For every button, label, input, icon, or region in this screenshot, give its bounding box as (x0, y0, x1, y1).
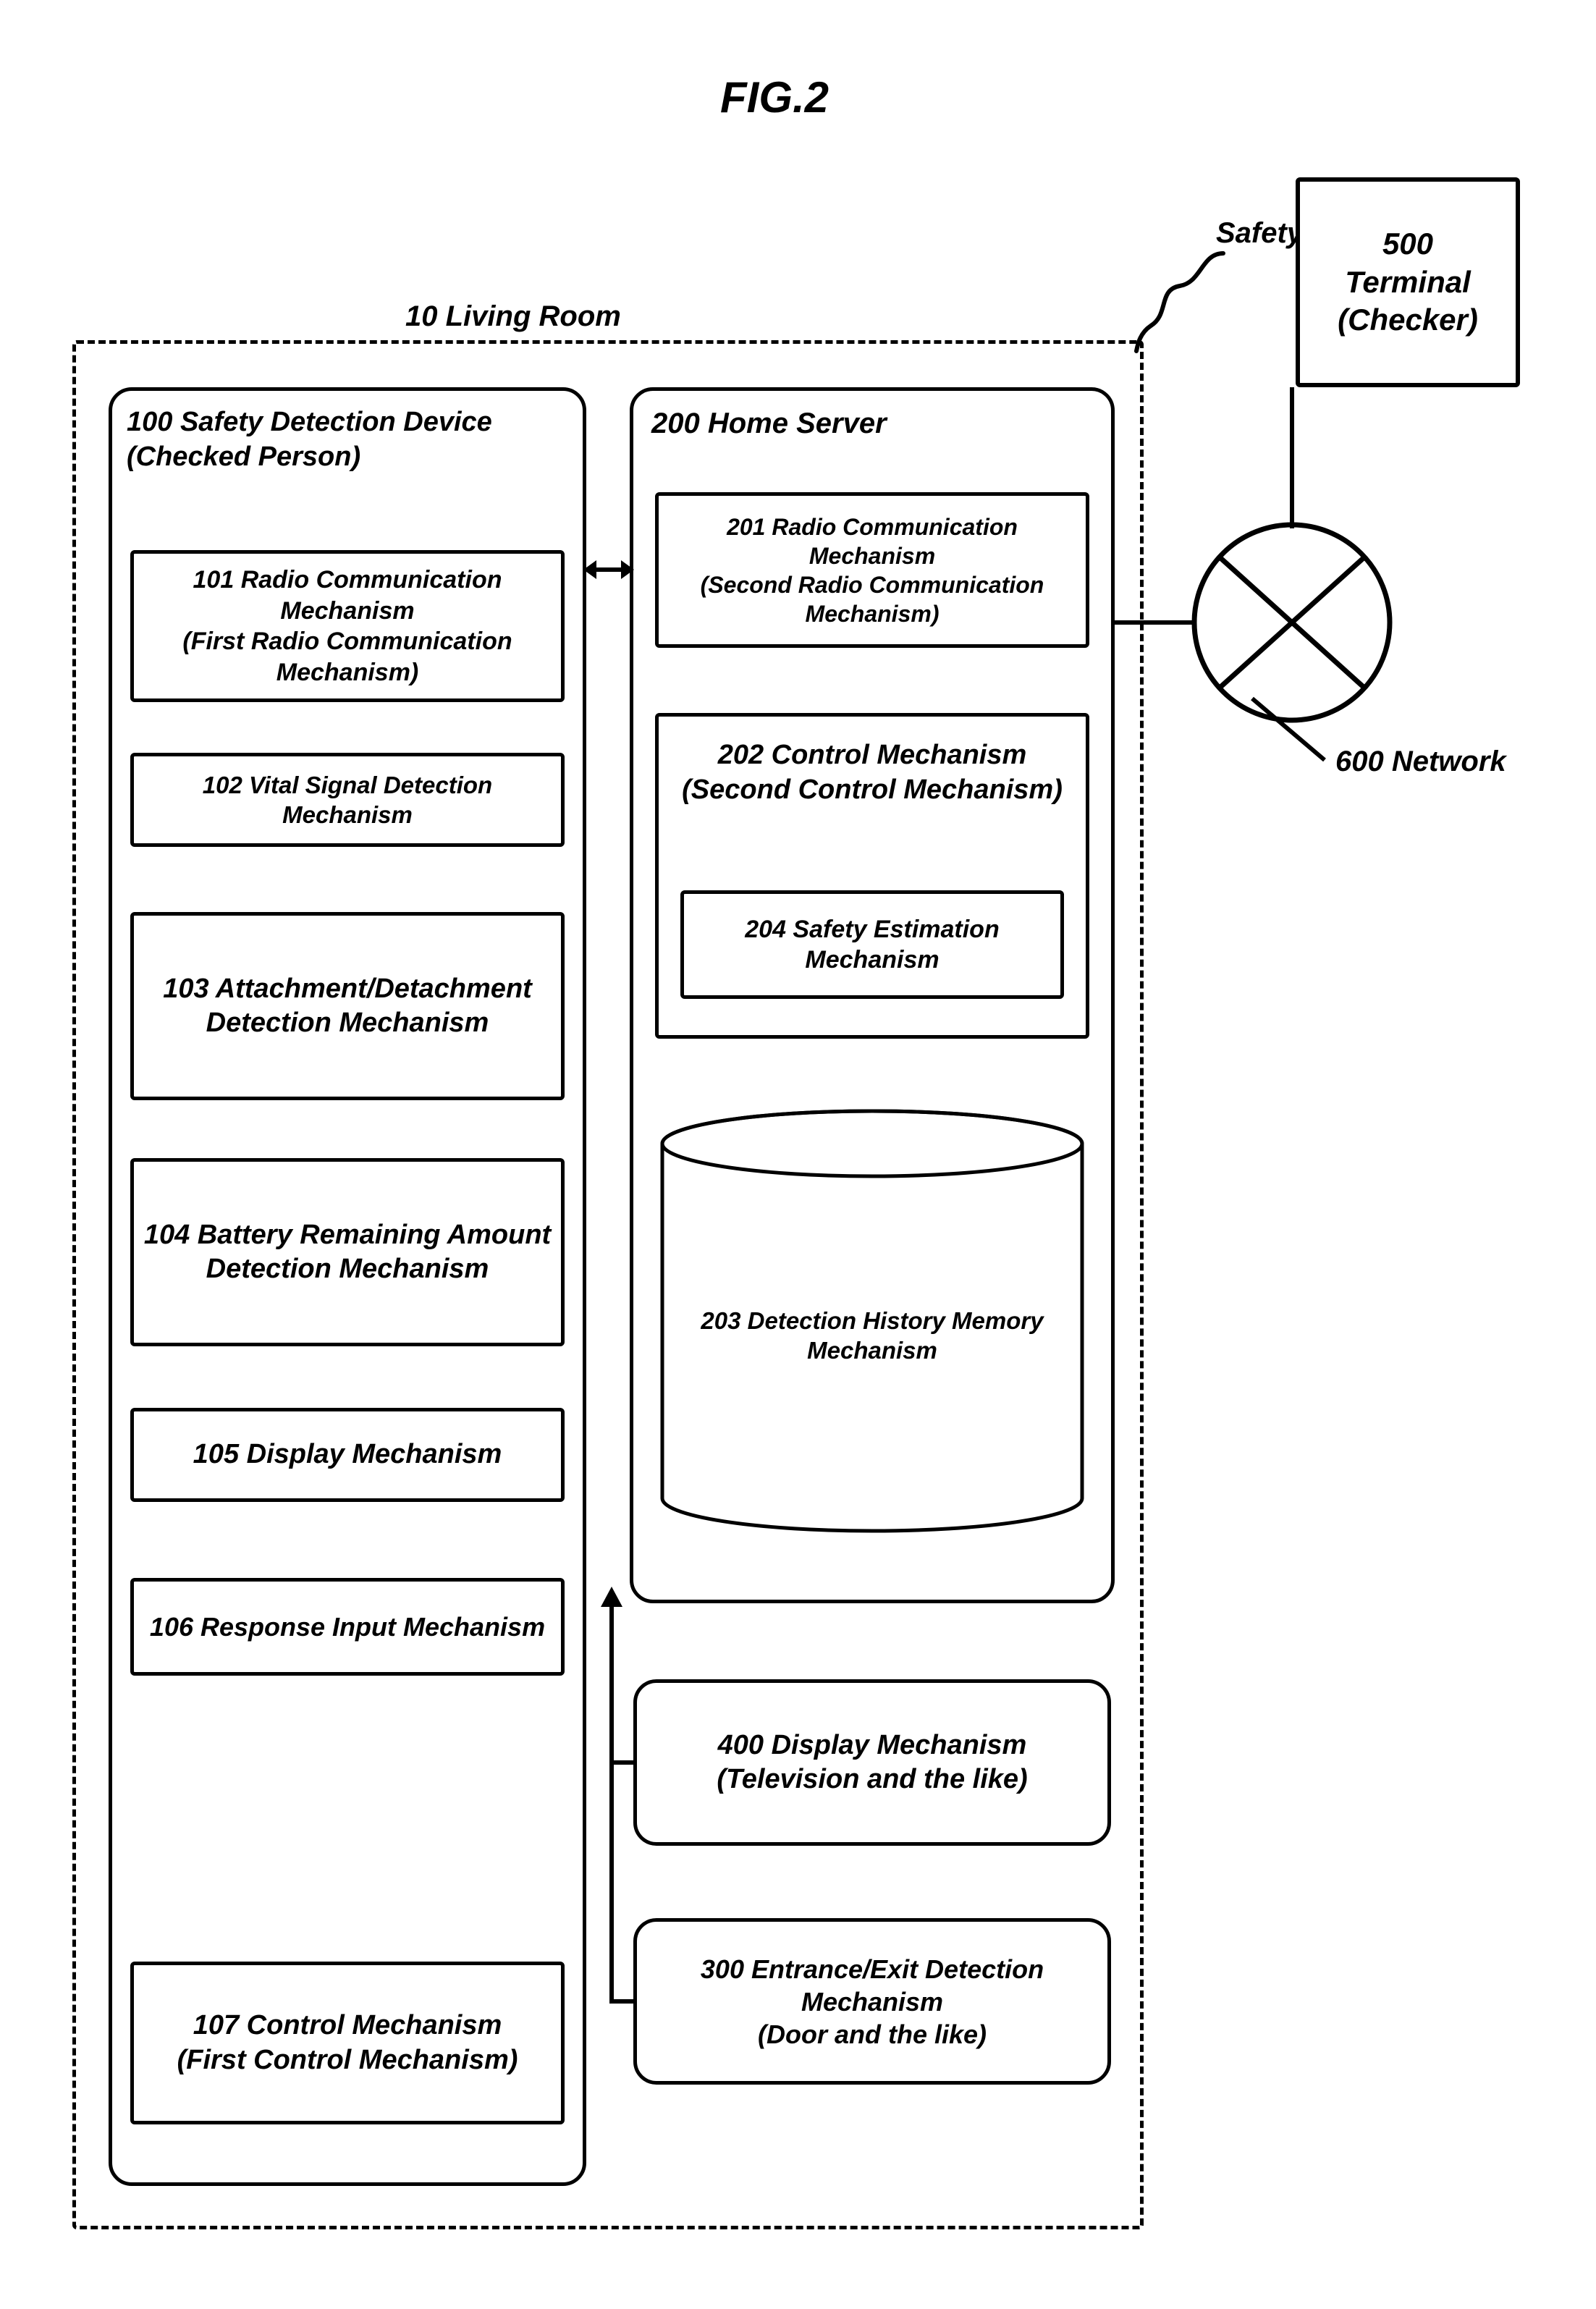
network-label: 600 Network (1335, 746, 1506, 778)
line-network-terminal (1290, 387, 1294, 528)
network-label-tick (1245, 691, 1332, 771)
box-105: 105 Display Mechanism (130, 1408, 565, 1502)
arrow-device-server (582, 550, 636, 589)
box-102: 102 Vital Signal Detection Mechanism (130, 753, 565, 847)
box-204: 204 Safety Estimation Mechanism (680, 890, 1064, 999)
terminal-box: 500 Terminal (Checker) (1296, 177, 1520, 387)
box-201: 201 Radio Communication Mechanism (Secon… (655, 492, 1089, 648)
box-400: 400 Display Mechanism (Television and th… (633, 1679, 1111, 1846)
box-104: 104 Battery Remaining Amount Detection M… (130, 1158, 565, 1346)
box-103: 103 Attachment/Detachment Detection Mech… (130, 912, 565, 1100)
conn-arrow-up (599, 1585, 624, 1610)
box-203-cylinder: 203 Detection History Memory Mechanism (659, 1107, 1086, 1535)
box-101: 101 Radio Communication Mechanism (First… (130, 550, 565, 702)
box-106: 106 Response Input Mechanism (130, 1578, 565, 1676)
server-panel-label: 200 Home Server (651, 405, 887, 442)
system-label-pointer (1129, 246, 1230, 355)
box-203-label: 203 Detection History Memory Mechanism (659, 1107, 1086, 1535)
line-server-network (1115, 620, 1194, 625)
figure-title: FIG.2 (720, 72, 829, 122)
conn-h-400 (609, 1760, 636, 1765)
diagram-canvas: FIG.2 Safety Check System 10 Living Room… (29, 29, 1567, 2280)
conn-trunk (609, 1603, 614, 2004)
living-room-label: 10 Living Room (405, 300, 621, 333)
box-202-label: 202 Control Mechanism (Second Control Me… (682, 738, 1063, 807)
device-panel-label: 100 Safety Detection Device (Checked Per… (127, 405, 492, 474)
box-107: 107 Control Mechanism (First Control Mec… (130, 1962, 565, 2124)
box-300: 300 Entrance/Exit Detection Mechanism (D… (633, 1918, 1111, 2085)
conn-h-300 (609, 1999, 636, 2004)
